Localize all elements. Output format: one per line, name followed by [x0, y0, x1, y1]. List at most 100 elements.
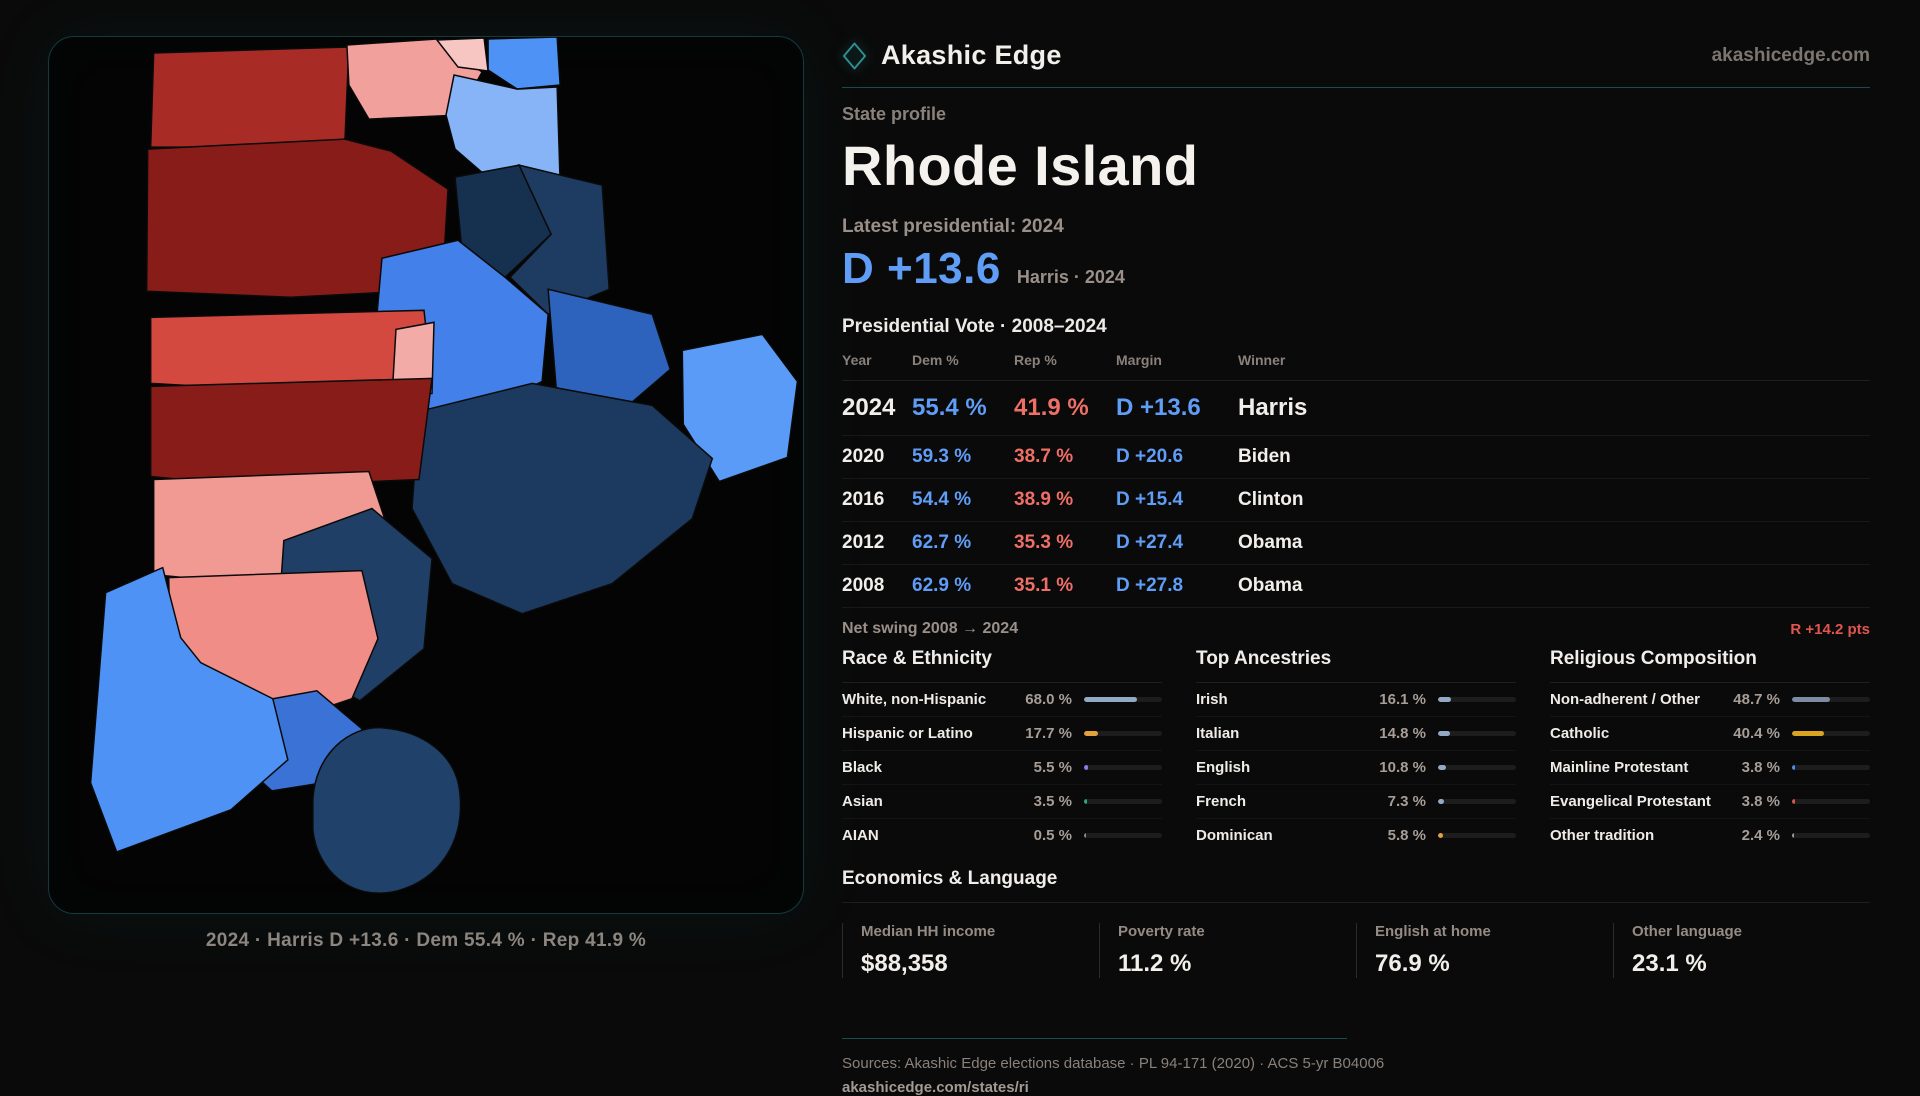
r-east-medblue: [547, 288, 672, 413]
site-domain-link[interactable]: akashicedge.com: [1711, 44, 1870, 66]
vote-winner: Clinton: [1238, 489, 1304, 510]
economics-section: Economics & Language Median HH income $88…: [842, 868, 1870, 978]
vote-rep-pct: 35.1 %: [1014, 575, 1074, 596]
demo-row: Asian 3.5 %: [842, 785, 1162, 819]
demo-label: Mainline Protestant: [1550, 759, 1689, 776]
vote-table-header: Year Dem % Rep % Margin Winner: [842, 352, 1870, 381]
r-top-blue: [487, 37, 561, 90]
demo-value: 16.1 %: [1379, 691, 1426, 708]
vote-winner: Obama: [1238, 575, 1303, 596]
vote-rep-pct: 35.3 %: [1014, 532, 1074, 553]
vote-col-header: Rep %: [1014, 352, 1057, 368]
demo-value: 3.8 %: [1741, 759, 1780, 776]
vote-rep-pct: 41.9 %: [1014, 394, 1089, 421]
vote-dem-pct: 54.4 %: [912, 489, 972, 510]
mini-bar: [1792, 799, 1870, 804]
vote-year: 2012: [842, 532, 885, 553]
footer-url-link[interactable]: akashicedge.com/states/ri: [842, 1079, 1029, 1096]
page-title: Rhode Island: [842, 134, 1199, 197]
demo-label: White, non-Hispanic: [842, 691, 987, 708]
demo-label: Irish: [1196, 691, 1228, 708]
demo-row: Mainline Protestant 3.8 %: [1550, 751, 1870, 785]
demo-value: 2.4 %: [1741, 827, 1780, 844]
econ-stat-label: Poverty rate: [1118, 923, 1205, 940]
vote-margin: D +27.4: [1116, 532, 1184, 553]
demo-value: 5.8 %: [1387, 827, 1426, 844]
vote-winner: Harris: [1238, 394, 1308, 421]
mini-bar-fill: [1084, 731, 1098, 736]
mini-bar-fill: [1792, 731, 1824, 736]
demo-value: 3.8 %: [1741, 793, 1780, 810]
net-swing-label: Net swing 2008 → 2024: [842, 620, 1019, 637]
vote-margin: D +20.6: [1116, 446, 1184, 467]
kicker: State profile: [842, 104, 947, 124]
r-top-ltpink: [435, 37, 489, 72]
map-panel: [48, 36, 804, 914]
vote-row: 2012 62.7 % 35.3 % D +27.4 Obama: [842, 522, 1870, 565]
demo-value: 0.5 %: [1033, 827, 1072, 844]
econ-stat-value: 76.9 %: [1375, 950, 1450, 977]
vote-year: 2024: [842, 394, 896, 421]
mini-bar-fill: [1438, 697, 1451, 702]
demo-row: Catholic 40.4 %: [1550, 717, 1870, 751]
demo-label: Evangelical Protestant: [1550, 793, 1711, 810]
demo-label: Non-adherent / Other: [1550, 691, 1701, 708]
demo-value: 40.4 %: [1733, 725, 1780, 742]
demo-section-title: Religious Composition: [1550, 648, 1870, 683]
map-column: 2024 · Harris D +13.6 · Dem 55.4 % · Rep…: [48, 36, 804, 1096]
mini-bar: [1438, 833, 1516, 838]
brand: Akashic Edge: [842, 40, 1062, 71]
vote-row: 2024 55.4 % 41.9 % D +13.6 Harris: [842, 381, 1870, 436]
vote-rep-pct: 38.7 %: [1014, 446, 1074, 467]
vote-dem-pct: 62.7 %: [912, 532, 972, 553]
demo-value: 5.5 %: [1033, 759, 1072, 776]
vote-row: 2008 62.9 % 35.1 % D +27.8 Obama: [842, 565, 1870, 608]
vote-year: 2016: [842, 489, 885, 510]
demo-section: Top Ancestries Irish 16.1 % Italian 14.8 % En…: [1196, 648, 1516, 852]
demo-grid: Race & Ethnicity White, non-Hispanic 68.0 …: [842, 648, 1870, 852]
mini-bar: [1084, 833, 1162, 838]
mini-bar-fill: [1792, 799, 1795, 804]
econ-stat: Poverty rate 11.2 %: [1099, 923, 1356, 978]
mini-bar: [1438, 765, 1516, 770]
econ-stat-value: 11.2 %: [1118, 950, 1192, 977]
demo-value: 10.8 %: [1379, 759, 1426, 776]
vote-dem-pct: 55.4 %: [912, 394, 987, 421]
demo-row: Hispanic or Latino 17.7 %: [842, 717, 1162, 751]
mini-bar-fill: [1438, 799, 1444, 804]
latest-presidential-label: Latest presidential: 2024: [842, 216, 1064, 237]
mini-bar: [1438, 799, 1516, 804]
demo-row: Evangelical Protestant 3.8 %: [1550, 785, 1870, 819]
vote-table-title: Presidential Vote · 2008–2024: [842, 316, 1107, 337]
econ-stat-label: Other language: [1632, 923, 1743, 940]
demo-value: 17.7 %: [1025, 725, 1072, 742]
demo-row: French 7.3 %: [1196, 785, 1516, 819]
r-nw-maroon: [145, 138, 449, 299]
vote-row: 2016 54.4 % 38.9 % D +15.4 Clinton: [842, 479, 1870, 522]
econ-stat: Other language 23.1 %: [1613, 923, 1870, 978]
map-caption: 2024 · Harris D +13.6 · Dem 55.4 % · Rep…: [205, 930, 647, 951]
mini-bar-fill: [1792, 833, 1794, 838]
footer: Sources: Akashic Edge elections database…: [842, 1038, 1870, 1096]
demo-value: 48.7 %: [1733, 691, 1780, 708]
vote-table-rows: 2024 55.4 % 41.9 % D +13.6 Harris 2020 59.3 % 3…: [842, 381, 1870, 608]
mini-bar: [1792, 697, 1870, 702]
econ-stat-label: Median HH income: [861, 923, 996, 940]
r-nw-crimson: [149, 46, 350, 148]
vote-col-header: Margin: [1116, 352, 1162, 368]
demo-section: Religious Composition Non-adherent / Othe…: [1550, 648, 1870, 852]
demo-row: Other tradition 2.4 %: [1550, 819, 1870, 852]
vote-col-header: Winner: [1238, 352, 1286, 368]
vote-year: 2020: [842, 446, 885, 467]
net-swing-row: Net swing 2008 → 2024 R +14.2 pts: [842, 608, 1870, 646]
mini-bar-fill: [1084, 799, 1087, 804]
footer-divider: [842, 1038, 1347, 1039]
r-island-navy: [312, 727, 462, 894]
demo-value: 3.5 %: [1033, 793, 1072, 810]
mini-bar: [1084, 799, 1162, 804]
mini-bar-fill: [1792, 765, 1795, 770]
mini-bar-fill: [1438, 765, 1447, 770]
mini-bar: [1438, 731, 1516, 736]
vote-row: 2020 59.3 % 38.7 % D +20.6 Biden: [842, 436, 1870, 479]
